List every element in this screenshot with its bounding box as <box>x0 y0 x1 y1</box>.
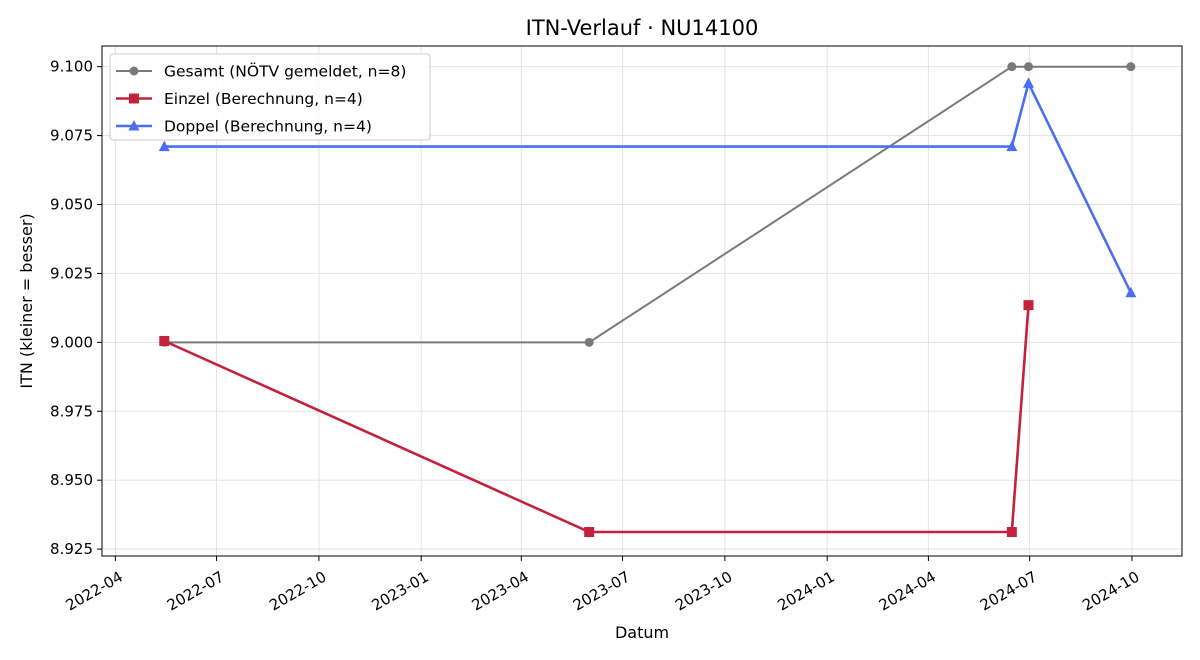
plot-frame <box>101 45 1183 557</box>
series-3 <box>158 77 1137 298</box>
y-tick-label: 9.075 <box>50 127 93 145</box>
data-point <box>1023 77 1035 88</box>
y-tick-label: 9.000 <box>50 333 93 351</box>
data-point <box>584 527 595 538</box>
legend-item: Gesamt (NÖTV gemeldet, n=8) <box>116 62 406 81</box>
legend-box <box>109 53 431 141</box>
series-2 <box>159 300 1034 538</box>
y-tick-label: 8.950 <box>50 471 93 489</box>
legend-swatch-marker <box>129 93 139 104</box>
legend-item: Einzel (Berechnung, n=4) <box>116 90 363 108</box>
legend-swatch-marker <box>129 66 139 76</box>
data-point <box>159 335 170 346</box>
data-point <box>584 337 594 347</box>
data-point <box>1024 62 1034 72</box>
chart-title: ITN-Verlauf · NU14100 <box>526 16 759 40</box>
data-point <box>1125 286 1137 298</box>
y-tick-label: 9.025 <box>50 264 93 282</box>
series-layer <box>158 62 1137 538</box>
y-axis-label: ITN (kleiner = besser) <box>17 213 36 388</box>
data-point <box>1006 527 1017 538</box>
data-point <box>1126 62 1136 72</box>
data-point <box>1007 62 1017 72</box>
y-tick-label: 8.975 <box>50 402 93 420</box>
legend-item: Doppel (Berechnung, n=4) <box>116 118 372 136</box>
legend: Gesamt (NÖTV gemeldet, n=8) Einzel (Berec… <box>109 53 431 141</box>
y-tick-label: 9.050 <box>50 196 93 214</box>
series-line <box>163 305 1030 534</box>
y-tick-label: 8.925 <box>50 540 93 558</box>
legend-label: Doppel (Berechnung, n=4) <box>164 118 372 136</box>
legend-label: Gesamt (NÖTV gemeldet, n=8) <box>164 62 406 81</box>
legend-swatch-marker <box>128 120 140 131</box>
data-point <box>1006 140 1018 152</box>
data-point <box>1023 300 1034 311</box>
y-tick-label: 9.100 <box>50 58 93 76</box>
series-line <box>164 81 1132 294</box>
legend-label: Einzel (Berechnung, n=4) <box>164 90 363 108</box>
data-point <box>158 140 170 152</box>
x-axis-label: Datum <box>615 623 669 642</box>
